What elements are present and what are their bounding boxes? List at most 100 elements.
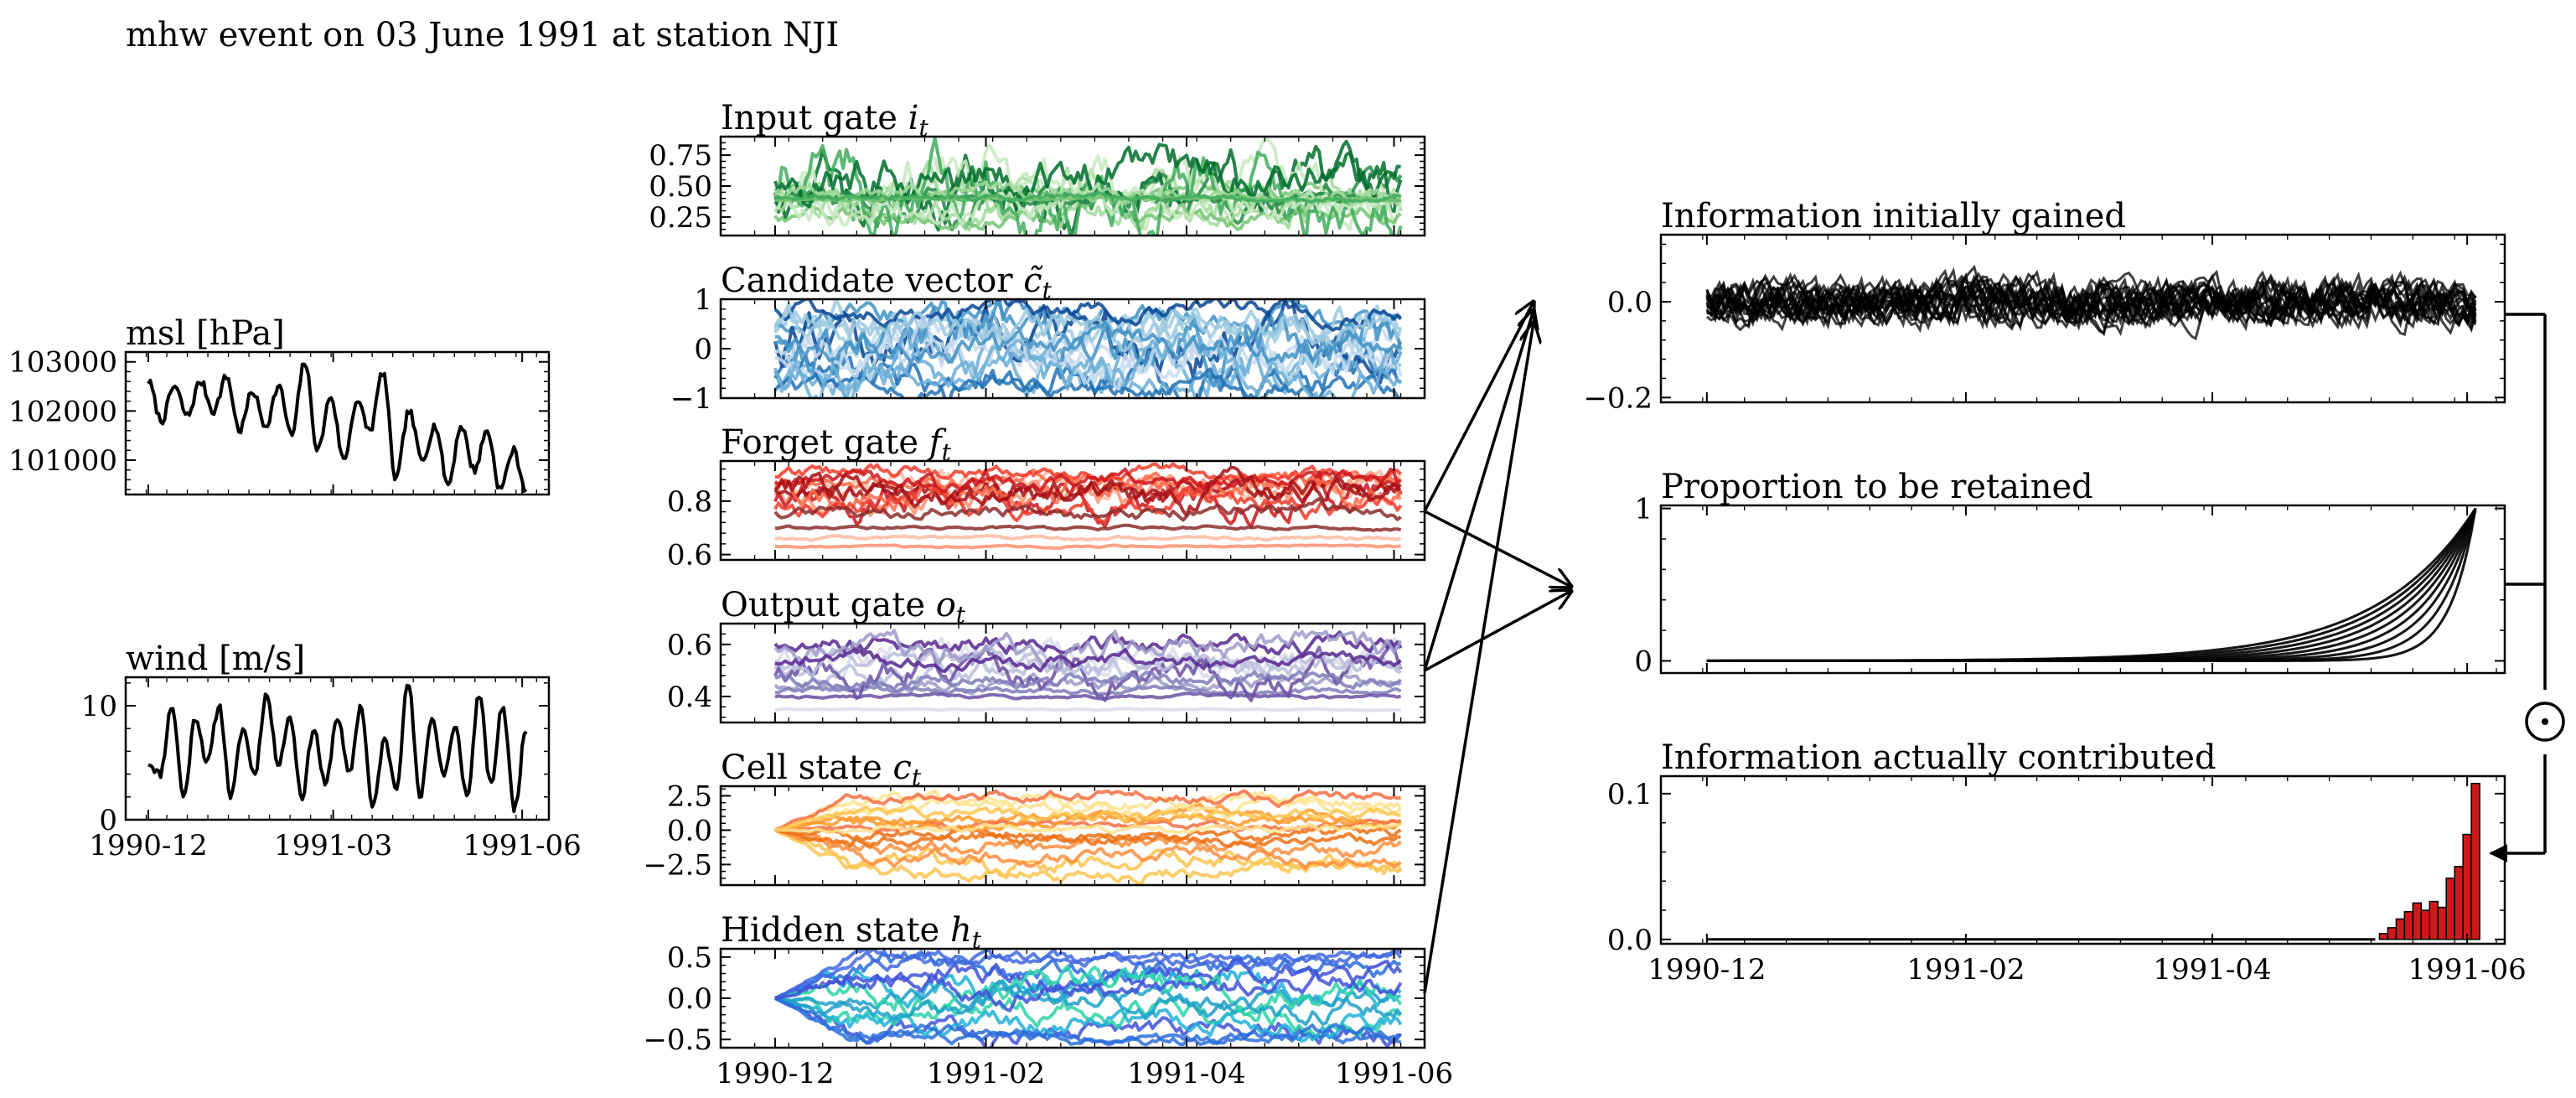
info_contributed-ytick-label: 0.1	[1607, 778, 1653, 811]
info_contributed-bar	[2412, 902, 2423, 940]
proportion_retained-series-line	[1706, 508, 2477, 662]
wind-series-line	[147, 683, 528, 814]
info_contributed-bar	[2462, 833, 2472, 940]
forget_gate-series-line	[774, 523, 1402, 532]
info_contributed-xtick-label: 1991-06	[2408, 953, 2526, 987]
msl-title: msl [hPa]	[126, 314, 285, 353]
cell_state-frame	[719, 785, 1426, 887]
candidate_vector-ytick-label: 0	[694, 333, 712, 366]
cell_state-plot-area	[773, 789, 1403, 885]
info_contributed-bar	[2420, 909, 2431, 940]
hidden_state-title: Hidden state ht	[721, 911, 982, 954]
hidden_state-ytick-label: 0.0	[667, 982, 712, 1016]
output_gate-ytick-label: 0.4	[667, 681, 712, 714]
forget_gate-ytick-label: 0.6	[667, 539, 712, 572]
hidden_state-xtick-label: 1991-04	[1127, 1057, 1245, 1090]
forget_gate-series-line	[773, 467, 1403, 529]
info_contributed-xtick-label: 1991-04	[2153, 953, 2271, 987]
info_gained-frame	[1659, 233, 2506, 404]
cell_state-series-line	[773, 828, 1402, 885]
figure-title: mhw event on 03 June 1991 at station NJI	[126, 16, 839, 54]
wind-ytick-label: 10	[81, 690, 117, 723]
input_gate-plot-area	[773, 137, 1403, 236]
chart-info_contributed: Information actually contributed 0.0 0.1 19…	[1607, 738, 2527, 987]
product-operator	[2525, 702, 2565, 742]
hidden_state-series-line	[774, 979, 1403, 1027]
info_contributed-frame	[1659, 774, 2506, 945]
proportion_retained-title: Proportion to be retained	[1661, 468, 2093, 506]
cell_state-series-line	[774, 824, 1402, 845]
candidate_vector-series-line	[774, 299, 1403, 388]
info_gained-series-line	[1706, 269, 2477, 335]
candidate_vector-frame	[719, 298, 1426, 400]
info_contributed-bar	[2454, 866, 2464, 940]
info_gained-title: Information initially gained	[1661, 197, 2126, 236]
wind-frame	[124, 676, 551, 821]
candidate_vector-series-line	[773, 315, 1403, 391]
info_gained-series-line	[1706, 269, 2477, 329]
connector-arrows	[1423, 302, 2547, 994]
msl-plot-area	[147, 362, 528, 493]
input_gate-ytick-label: 0.50	[649, 170, 712, 204]
chart-candidate_vector: Candidate vector c̃t −1 0 1	[670, 262, 1426, 416]
info_contributed-bar	[2387, 927, 2398, 940]
candidate_vector-plot-area	[773, 299, 1403, 398]
forget_gate-series-line	[774, 467, 1402, 494]
chart-cell_state: Cell state ct −2.50.02.5	[643, 748, 1426, 887]
output_gate-series-line	[774, 691, 1402, 701]
forget_gate-series-line	[774, 534, 1402, 542]
output_gate-series-line	[773, 643, 1403, 702]
chart-hidden_state: Hidden state ht −0.5 0.0 0.5 1990-12 1991-02 1…	[643, 911, 1453, 1090]
input_gate-ytick-label: 0.25	[649, 201, 712, 235]
chart-output_gate: Output gate ot 0.4 0.6	[667, 586, 1426, 724]
output_gate-title: Output gate ot	[721, 586, 966, 629]
proportion_retained-frame	[1659, 504, 2506, 675]
arrow-input-to-gained	[1423, 302, 1534, 512]
output_gate-ytick-label: 0.6	[667, 629, 712, 662]
candidate_vector-series-line	[773, 299, 1403, 332]
proportion_retained-ytick-label: 0	[1634, 645, 1653, 678]
input_gate-title: Input gate it	[721, 99, 928, 142]
forget_gate-series-line	[774, 543, 1401, 551]
cell_state-series-line	[774, 828, 1401, 849]
wind-plot-area	[147, 683, 528, 814]
info_gained-ytick-label: 0.0	[1607, 286, 1653, 319]
output_gate-series-line	[774, 648, 1402, 673]
wind-xtick-label: 1990-12	[89, 829, 207, 862]
output_gate-series-line	[774, 707, 1401, 712]
output_gate-series-line	[774, 684, 1402, 697]
msl-ytick-label: 101000	[8, 444, 117, 478]
info_contributed-plot-area	[1706, 782, 2480, 941]
hidden_state-plot-area	[773, 949, 1403, 1048]
candidate_vector-ytick-label: −1	[670, 382, 712, 416]
info_contributed-bar	[2445, 877, 2455, 940]
candidate_vector-series-line	[773, 299, 1402, 367]
output_gate-series-line	[773, 629, 1403, 673]
input_gate-series-line	[773, 142, 1401, 209]
hidden_state-series-line	[774, 971, 1403, 1013]
candidate_vector-series-line	[773, 367, 1402, 398]
output_gate-series-line	[774, 670, 1403, 691]
info_contributed-title: Information actually contributed	[1661, 738, 2216, 777]
forget_gate-title: Forget gate ft	[721, 423, 952, 466]
chart-msl: msl [hPa] 101000 102000 103000	[8, 314, 551, 496]
msl-series-line	[147, 362, 528, 493]
wind-title: wind [m/s]	[126, 640, 305, 678]
candidate_vector-series-line	[773, 347, 1403, 397]
info_gained-series-line	[1705, 267, 2477, 329]
forget_gate-series-line	[773, 496, 1402, 522]
forget_gate-series-line	[774, 462, 1402, 484]
output_gate-series-line	[773, 651, 1402, 686]
hidden_state-xtick-label: 1991-02	[927, 1057, 1045, 1090]
hidden_state-xtick-label: 1991-06	[1335, 1057, 1453, 1090]
hidden_state-ytick-label: −0.5	[643, 1023, 712, 1057]
arrow-output-to-retained	[1424, 591, 1571, 672]
info_contributed-bar	[2378, 933, 2389, 940]
chart-info_gained: Information initially gained −0.2 0.0	[1583, 197, 2506, 415]
forget_gate-series-line	[773, 465, 1402, 517]
forget_gate-plot-area	[773, 462, 1403, 551]
output_gate-frame	[719, 622, 1426, 724]
candidate_vector-series-line	[773, 320, 1403, 365]
